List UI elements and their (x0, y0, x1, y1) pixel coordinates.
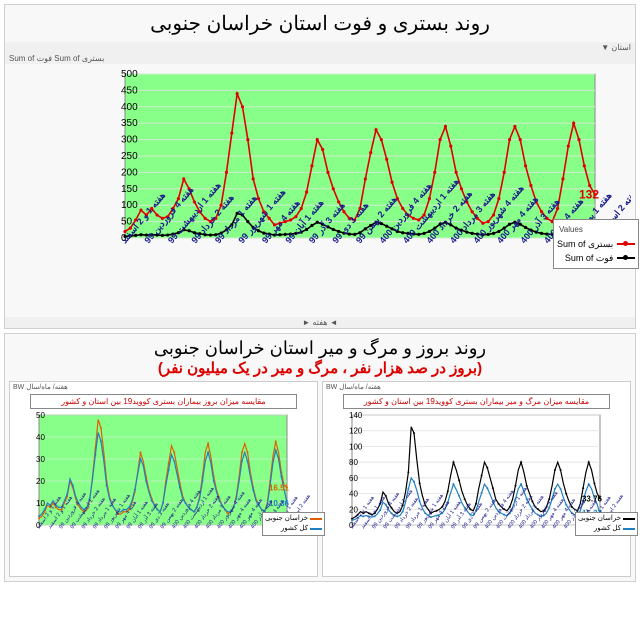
legend-row-hosp: بستری Sum of (557, 237, 635, 251)
bottom-title: روند بروز و مرگ و میر استان خراسان جنوبی (5, 334, 635, 359)
svg-text:450: 450 (121, 85, 138, 96)
svg-text:200: 200 (121, 167, 138, 178)
svg-text:100: 100 (349, 442, 363, 451)
mini-right-svg: 02040608010012014033.7615.37هفته 1 و 2 ا… (330, 411, 630, 571)
svg-text:350: 350 (121, 118, 138, 129)
svg-text:20: 20 (36, 477, 45, 486)
legend-label-hosp: بستری Sum of (557, 237, 613, 251)
top-axis-bottom-label: ◄ هفته ► (5, 317, 635, 328)
svg-text:10: 10 (36, 499, 45, 508)
mini-right-cell: BW هفته/ ماه/سال مقایسه میزان مرگ و میر … (322, 381, 631, 577)
svg-text:80: 80 (349, 458, 358, 467)
top-legend: Values بستری Sum of فوت Sum of (553, 219, 639, 269)
svg-text:150: 150 (121, 184, 138, 195)
mini-charts-row: BW هفته/ ماه/سال مقایسه میزان مرگ و میر … (5, 381, 635, 581)
mini-left-meta: BW هفته/ ماه/سال (10, 382, 317, 392)
svg-text:250: 250 (121, 151, 138, 162)
svg-text:20: 20 (349, 505, 358, 514)
top-meta-corner: استان ▼ (5, 42, 635, 53)
bottom-panel: روند بروز و مرگ و میر استان خراسان جنوبی… (4, 333, 636, 582)
svg-text:120: 120 (349, 427, 363, 436)
mini-left-cell: BW هفته/ ماه/سال مقایسه میزان بروز بیمار… (9, 381, 318, 577)
top-chart-area: 05010015020025030035040045050013227هفته … (5, 64, 635, 317)
top-meta-left: Sum of فوت Sum of بستری (5, 53, 635, 64)
mini-left-title: مقایسه میزان بروز بیماران بستری کووید19 … (30, 394, 297, 409)
mini-right-meta: BW هفته/ ماه/سال (323, 382, 630, 392)
svg-text:132: 132 (579, 188, 599, 202)
mini-right-title: مقایسه میزان مرگ و میر بیماران بستری کوو… (343, 394, 610, 409)
svg-text:16.51: 16.51 (269, 484, 290, 493)
mini-left-legend: خراسان جنوبی کل کشور (262, 512, 325, 536)
legend-title: Values (557, 223, 635, 237)
svg-text:30: 30 (36, 455, 45, 464)
legend-row-death: فوت Sum of (557, 251, 635, 265)
legend-label-death: فوت Sum of (565, 251, 613, 265)
svg-text:500: 500 (121, 69, 138, 80)
svg-text:40: 40 (36, 433, 45, 442)
bottom-subtitle: (بروز در صد هزار نفر ، مرگ و میر در یک م… (5, 359, 635, 381)
mini-right-legend: خراسان جنوبی کل کشور (575, 512, 638, 536)
mini-left-svg: 0102030405016.5110.36هفته 1 و 2 اسفندهفت… (17, 411, 317, 571)
svg-text:60: 60 (349, 474, 358, 483)
top-chart-panel: روند بستری و فوت استان خراسان جنوبی استا… (4, 4, 636, 329)
svg-text:300: 300 (121, 135, 138, 146)
svg-text:40: 40 (349, 490, 358, 499)
svg-text:140: 140 (349, 411, 363, 420)
svg-text:100: 100 (121, 200, 138, 211)
top-chart-title: روند بستری و فوت استان خراسان جنوبی (5, 5, 635, 42)
svg-text:400: 400 (121, 102, 138, 113)
svg-text:50: 50 (36, 411, 45, 420)
top-chart-svg: 05010015020025030035040045050013227هفته … (91, 68, 631, 308)
